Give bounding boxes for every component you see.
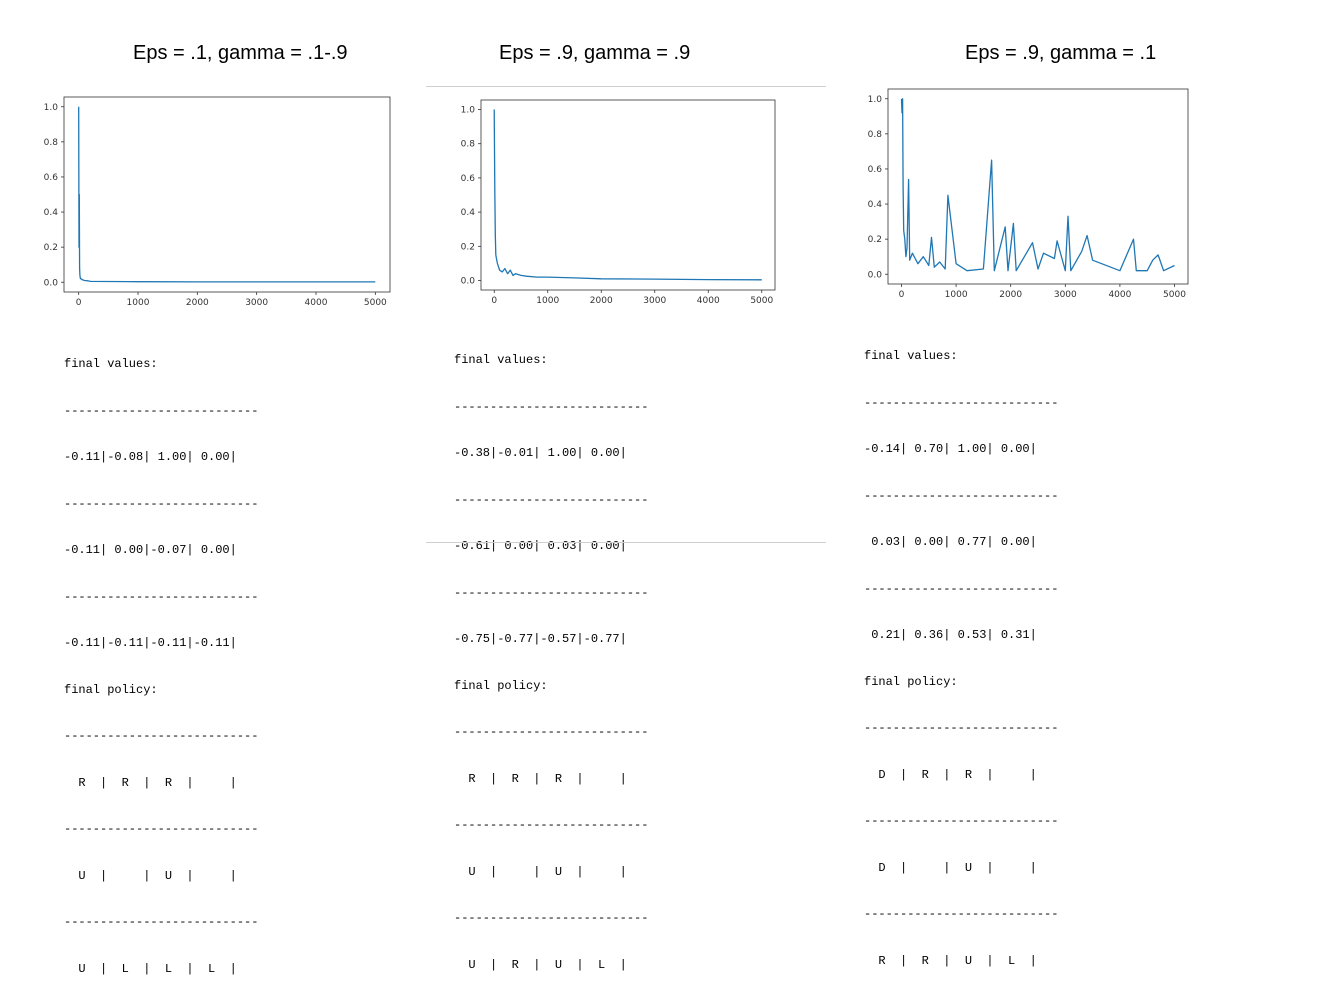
y-tick-label: 1.0 [44,103,59,113]
y-tick-label: 0.2 [44,243,58,253]
y-tick-label: 0.8 [868,130,883,140]
y-tick-label: 0.4 [44,208,59,218]
x-tick-label: 4000 [305,298,328,307]
y-tick-label: 0.0 [44,278,59,288]
values-row: -0.11|-0.11|-0.11|-0.11| [64,636,237,650]
y-tick-label: 1.0 [868,95,883,105]
separator: --------------------------- [864,814,1059,828]
x-tick-label: 2000 [999,290,1022,299]
y-tick-label: 0.6 [868,165,883,175]
separator: --------------------------- [454,725,649,739]
separator: --------------------------- [64,729,259,743]
x-tick-label: 3000 [245,298,268,307]
policy-row: U | | U | | [64,868,237,883]
x-tick-label: 1000 [536,296,559,306]
separator: --------------------------- [64,822,259,836]
chart-title-3: Eps = .9, gamma = .1 [965,42,1157,64]
policy-row: U | R | U | L | [454,957,627,972]
separator: --------------------------- [454,399,649,414]
y-tick-label: 0.8 [461,140,476,150]
separator: --------------------------- [454,585,649,600]
separator: --------------------------- [864,907,1059,921]
x-tick-label: 1000 [945,290,968,299]
panel-bottom-border [426,542,826,543]
x-tick-label: 5000 [364,298,387,307]
separator: --------------------------- [454,911,649,925]
y-tick-label: 0.6 [44,173,59,183]
separator: --------------------------- [64,403,259,418]
y-tick-label: 0.0 [868,270,883,280]
x-tick-label: 4000 [697,296,720,306]
separator: --------------------------- [64,496,259,511]
plot-frame [887,88,1189,285]
values-table-3: final values: --------------------------… [864,318,1058,985]
line-chart-1: 0 1000 2000 3000 4000 5000 0.0 0.2 0.4 0.6 0.8 1.0 [44,96,391,307]
separator: --------------------------- [864,488,1059,503]
y-tick-label: 1.0 [461,106,476,116]
y-tick-label: 0.0 [461,277,476,287]
values-label: final values: [454,353,548,367]
line-chart-3: 0 1000 2000 3000 4000 5000 0.0 0.2 0.4 0.6 0.8 1.0 [868,88,1189,299]
separator: --------------------------- [64,589,259,604]
policy-row: D | | U | | [864,860,1037,875]
policy-row: R | R | U | L | [864,953,1037,968]
separator: --------------------------- [864,395,1059,410]
x-tick-label: 5000 [1163,290,1186,299]
values-table-1: final values: --------------------------… [64,326,258,993]
separator: --------------------------- [864,581,1059,596]
plot-frame [480,99,776,291]
x-tick-label: 5000 [750,296,773,306]
y-tick-label: 0.8 [44,138,59,148]
x-tick-label: 2000 [186,298,209,307]
plot-frame [63,96,391,293]
policy-row: R | R | R | | [454,771,627,786]
separator: --------------------------- [64,915,259,929]
y-tick-label: 0.4 [461,208,476,218]
series-line [900,98,1175,272]
y-tick-label: 0.2 [461,242,475,252]
policy-label: final policy: [454,678,548,693]
policy-row: R | R | R | | [64,775,237,790]
y-tick-label: 0.4 [868,200,883,210]
x-tick-label: 3000 [643,296,666,306]
x-tick-label: 0 [899,290,905,299]
values-row: -0.14| 0.70| 1.00| 0.00| [864,442,1037,456]
policy-label: final policy: [64,682,158,697]
values-table-2: final values: --------------------------… [454,322,648,989]
x-tick-label: 2000 [590,296,613,306]
policy-row: D | R | R | | [864,767,1037,782]
x-tick-label: 0 [491,296,497,306]
policy-label: final policy: [864,674,958,689]
y-tick-label: 0.2 [868,235,882,245]
values-row: -0.38|-0.01| 1.00| 0.00| [454,446,627,460]
values-row: 0.03| 0.00| 0.77| 0.00| [864,535,1037,549]
policy-row: U | L | L | L | [64,961,237,976]
x-tick-label: 4000 [1108,290,1131,299]
panel-top-border [426,86,826,87]
x-tick-label: 0 [76,298,82,307]
x-tick-label: 3000 [1054,290,1077,299]
values-row: -0.11| 0.00|-0.07| 0.00| [64,543,237,557]
series-line [493,109,762,281]
y-tick-label: 0.6 [461,174,476,184]
series-line [78,106,376,283]
line-chart-2: 0 1000 2000 3000 4000 5000 0.0 0.2 0.4 0.6 0.8 1.0 [461,99,776,306]
separator: --------------------------- [454,492,649,507]
values-label: final values: [64,357,158,371]
chart-title-2: Eps = .9, gamma = .9 [499,42,691,64]
x-tick-label: 1000 [127,298,150,307]
values-row: -0.75|-0.77|-0.57|-0.77| [454,632,627,646]
separator: --------------------------- [864,721,1059,735]
policy-row: U | | U | | [454,864,627,879]
separator: --------------------------- [454,818,649,832]
chart-title-1: Eps = .1, gamma = .1-.9 [133,42,348,64]
values-row: 0.21| 0.36| 0.53| 0.31| [864,628,1037,642]
values-label: final values: [864,349,958,363]
values-row: -0.11|-0.08| 1.00| 0.00| [64,450,237,464]
